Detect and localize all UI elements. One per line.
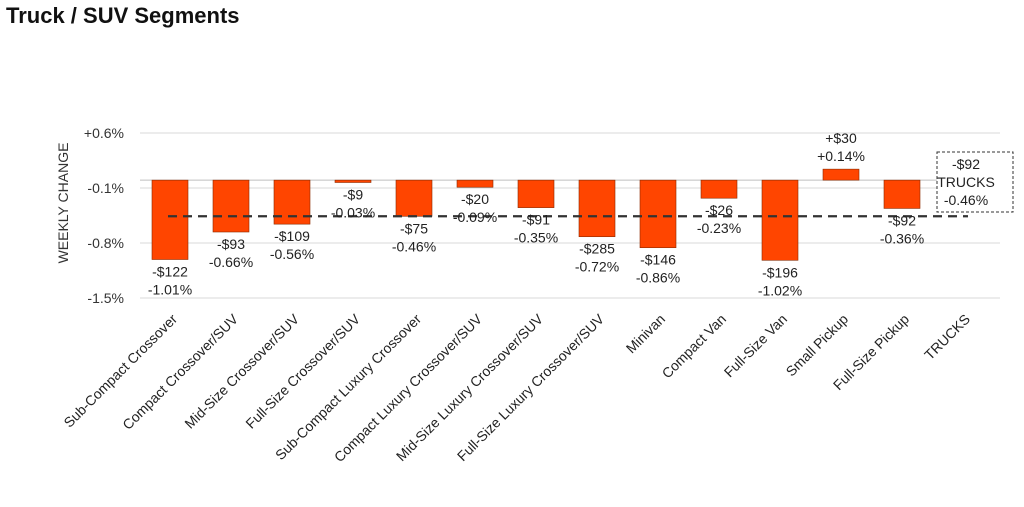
percent-label: -0.36% (880, 230, 924, 246)
percent-label: -0.86% (636, 270, 680, 286)
summary-percent: -0.46% (944, 192, 988, 208)
y-axis-title: WEEKLY CHANGE (55, 143, 71, 264)
dollar-label: -$26 (705, 202, 733, 218)
bar (883, 179, 921, 209)
percent-label: -0.72% (575, 259, 619, 275)
percent-label: -0.09% (453, 209, 497, 225)
dollar-label: -$9 (343, 187, 363, 203)
bar (517, 179, 555, 208)
y-tick-label: -0.8% (87, 235, 124, 251)
summary-box-frame (936, 151, 1014, 213)
percent-label: +0.14% (817, 148, 865, 164)
bar (151, 179, 189, 260)
bar (456, 179, 494, 188)
dollar-label: -$146 (640, 252, 676, 268)
dollar-label: -$75 (400, 220, 428, 236)
summary-label: TRUCKS (937, 174, 995, 190)
percent-label: -0.03% (331, 205, 375, 221)
category-label: Sub-Compact Crossover (60, 311, 180, 431)
percent-label: -0.56% (270, 246, 314, 262)
percent-label: -0.66% (209, 254, 253, 270)
bar (395, 179, 433, 217)
bar (212, 179, 250, 233)
percent-label: -0.35% (514, 230, 558, 246)
category-label: Compact Van (659, 311, 730, 382)
dollar-label: -$91 (522, 212, 550, 228)
y-tick-label: +0.6% (84, 125, 124, 141)
percent-label: -1.02% (758, 282, 802, 298)
dollar-label: -$93 (217, 236, 245, 252)
trucks-summary-box: -$92 TRUCKS -0.46% (936, 151, 1014, 213)
bar (334, 179, 372, 183)
y-tick-label: -1.5% (87, 290, 124, 306)
dollar-label: -$122 (152, 264, 188, 280)
category-label: Small Pickup (783, 311, 852, 380)
category-label: Mid-Size Crossover/SUV (181, 310, 302, 431)
page-title: Truck / SUV Segments (6, 3, 240, 28)
bar (578, 179, 616, 238)
dollar-label: +$30 (825, 130, 857, 146)
category-label: Full-Size Crossover/SUV (242, 310, 363, 431)
percent-label: -0.23% (697, 220, 741, 236)
bars (151, 168, 921, 261)
bar (700, 179, 738, 199)
y-tick-labels: +0.6% -0.1% -0.8% -1.5% (84, 125, 124, 306)
dollar-label: -$285 (579, 241, 615, 257)
dollar-label: -$92 (888, 212, 916, 228)
percent-label: -0.46% (392, 238, 436, 254)
summary-dollar: -$92 (952, 156, 980, 172)
dollar-label: -$196 (762, 264, 798, 280)
category-label: Compact Crossover/SUV (119, 310, 241, 432)
dollar-label: -$20 (461, 191, 489, 207)
category-label: Full-Size Van (721, 311, 790, 380)
category-label: TRUCKS (921, 311, 973, 363)
bar (761, 179, 799, 261)
bar (822, 168, 860, 181)
gridlines (140, 132, 1000, 299)
data-labels: -$122 -1.01% -$93 -0.66% -$109 -0.56% -$9 -0.03… (148, 130, 924, 298)
bar (273, 179, 311, 225)
dollar-label: -$109 (274, 228, 310, 244)
bar (639, 179, 677, 249)
percent-label: -1.01% (148, 282, 192, 298)
category-label: Minivan (623, 311, 668, 356)
y-tick-label: -0.1% (87, 180, 124, 196)
